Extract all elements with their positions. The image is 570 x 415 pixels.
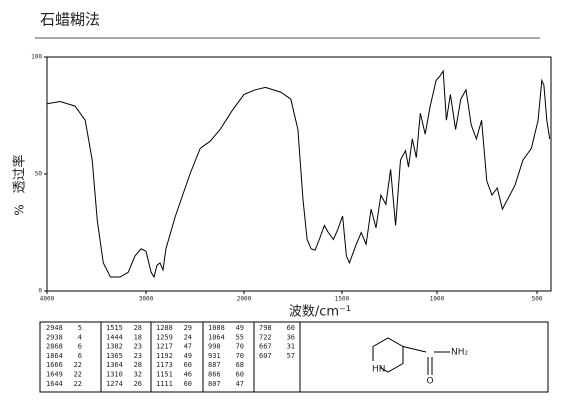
peak-transmittance: 31	[287, 343, 295, 351]
peak-transmittance: 6	[78, 352, 82, 360]
peak-wavenumber: 1364	[106, 361, 123, 369]
peak-transmittance: 4	[78, 333, 82, 341]
peak-wavenumber: 807	[208, 380, 221, 388]
peak-wavenumber: 1288	[156, 324, 173, 332]
peak-transmittance: 26	[134, 380, 142, 388]
peak-transmittance: 57	[287, 352, 295, 360]
peak-wavenumber: 1310	[106, 371, 123, 379]
molecule	[372, 337, 450, 375]
peak-wavenumber: 1365	[106, 352, 123, 360]
peak-wavenumber: 1515	[106, 324, 123, 332]
peak-transmittance: 24	[184, 333, 192, 341]
peak-wavenumber: 931	[208, 352, 221, 360]
peak-wavenumber: 1382	[106, 343, 123, 351]
peak-transmittance: 22	[74, 361, 82, 369]
peak-transmittance: 29	[184, 324, 192, 332]
peak-wavenumber: 1192	[156, 352, 173, 360]
peak-transmittance: 47	[184, 343, 192, 351]
x-tick-label: 1000	[430, 296, 445, 303]
peak-wavenumber: 2948	[46, 324, 63, 332]
peak-wavenumber: 1444	[106, 333, 123, 341]
peak-transmittance: 6	[78, 343, 82, 351]
peak-transmittance: 47	[236, 380, 244, 388]
peak-wavenumber: 1864	[46, 352, 63, 360]
peak-wavenumber: 1649	[46, 371, 63, 379]
peak-transmittance: 70	[236, 343, 244, 351]
atom-label: HN	[372, 365, 386, 375]
x-tick-label: 3000	[139, 296, 154, 303]
peak-wavenumber: 1151	[156, 371, 173, 379]
peak-wavenumber: 887	[208, 361, 221, 369]
peak-wavenumber: 2938	[46, 333, 63, 341]
peak-wavenumber: 722	[259, 333, 272, 341]
atom-label: NH₂	[451, 348, 469, 358]
peak-wavenumber: 998	[208, 343, 221, 351]
y-label: 透过率	[12, 154, 28, 193]
peak-wavenumber: 1111	[156, 380, 173, 388]
page-title: 石蜡糊法	[40, 11, 100, 29]
peak-wavenumber: 1274	[106, 380, 123, 388]
peak-transmittance: 36	[287, 333, 295, 341]
peak-transmittance: 68	[236, 361, 244, 369]
peak-transmittance: 70	[236, 352, 244, 360]
peak-wavenumber: 667	[259, 343, 272, 351]
peak-transmittance: 60	[184, 380, 192, 388]
peak-wavenumber: 1173	[156, 361, 173, 369]
peak-wavenumber: 607	[259, 352, 272, 360]
peak-transmittance: 23	[134, 343, 142, 351]
peak-transmittance: 49	[236, 324, 244, 332]
x-tick-label: 500	[532, 296, 543, 303]
peak-transmittance: 46	[184, 371, 192, 379]
peak-transmittance: 60	[287, 324, 295, 332]
peak-transmittance: 28	[134, 361, 142, 369]
y-unit: %	[13, 204, 27, 215]
peak-transmittance: 49	[184, 352, 192, 360]
peak-wavenumber: 1666	[46, 361, 63, 369]
peak-wavenumber: 866	[208, 371, 221, 379]
plot-frame	[46, 56, 552, 292]
peak-wavenumber: 1259	[156, 333, 173, 341]
peak-transmittance: 28	[134, 324, 142, 332]
peak-wavenumber: 1088	[208, 324, 225, 332]
y-tick-label: 50	[35, 171, 43, 178]
peak-table-frame	[39, 321, 549, 393]
peak-transmittance: 22	[74, 371, 82, 379]
peak-wavenumber: 2868	[46, 343, 63, 351]
peak-wavenumber: 1217	[156, 343, 173, 351]
peak-transmittance: 55	[236, 333, 244, 341]
y-tick-label: 100	[31, 54, 42, 61]
x-label: 波数/cm⁻¹	[289, 305, 351, 320]
x-tick-label: 1500	[335, 296, 350, 303]
peak-transmittance: 5	[78, 324, 82, 332]
peak-transmittance: 60	[236, 371, 244, 379]
peak-wavenumber: 1064	[208, 333, 225, 341]
y-tick-label: 0	[38, 288, 42, 295]
peak-wavenumber: 798	[259, 324, 272, 332]
peak-transmittance: 18	[134, 333, 142, 341]
x-tick-label: 2000	[237, 296, 252, 303]
peak-wavenumber: 1644	[46, 380, 63, 388]
x-tick-label: 4000	[40, 296, 55, 303]
peak-transmittance: 23	[134, 352, 142, 360]
peak-transmittance: 22	[74, 380, 82, 388]
atom-label: O	[426, 377, 433, 387]
peak-transmittance: 32	[134, 371, 142, 379]
spectrum-line	[46, 69, 551, 279]
peak-transmittance: 60	[184, 361, 192, 369]
